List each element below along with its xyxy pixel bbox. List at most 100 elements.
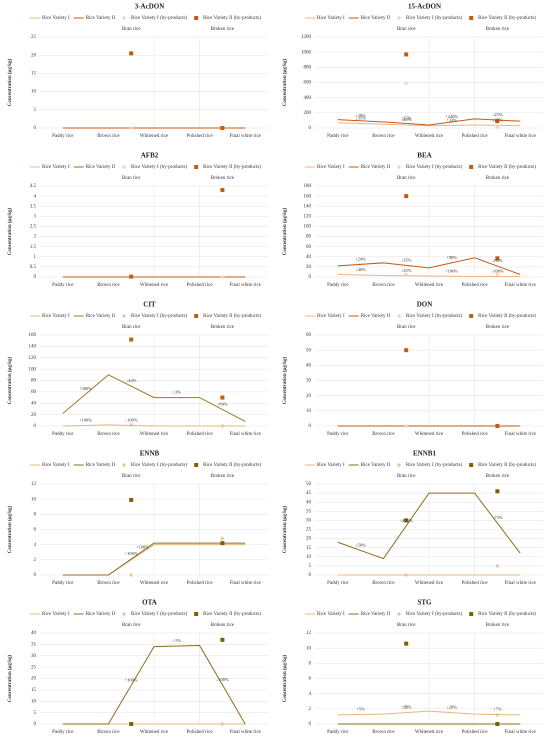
legend-label: Rice Variety I (by-products) [406,16,462,21]
annotation: ↑403% [400,518,413,523]
annotation: ↓35% [401,268,412,273]
byproduct-marker [220,536,225,541]
legend-label: Rice Variety II (by-products) [203,16,261,21]
chart-title: ENNB1 [413,450,436,458]
y-axis-label: Concentration (μg/kg) [8,58,13,106]
byproduct-marker [404,704,409,709]
byproduct-label: Bran rice [122,623,141,628]
y-tick-label: 20 [31,53,37,58]
x-tick-label: Polished rice [187,581,214,586]
legend-label: Rice Variety I [317,463,345,468]
series-line [337,710,521,716]
byproduct-marker [129,722,134,726]
chart-title: 15-AcDON [408,3,441,11]
annotation: ↓31% [355,115,366,120]
x-tick-label: Brown rice [97,134,120,139]
byproduct-marker [404,194,409,199]
byproduct-label: Bran rice [397,474,416,479]
x-tick-label: Brown rice [372,432,395,437]
y-tick-label: 35 [306,509,312,514]
y-tick-label: 40 [306,255,312,260]
annotation: ↓100% [125,417,138,422]
byproduct-label: Bran rice [122,27,141,32]
x-tick-label: Polished rice [187,283,214,288]
byproduct-marker [220,424,225,428]
annotation: ↓44% [126,378,137,383]
byproduct-marker [220,275,225,279]
x-tick-label: Paddy rice [52,134,74,139]
y-tick-label: 20 [31,413,37,418]
y-tick-label: 15 [31,72,37,77]
byproduct-marker [495,712,500,717]
y-tick-label: 10 [31,497,37,502]
x-tick-label: Final white rice [505,134,537,139]
legend-swatch [194,165,199,169]
y-axis-label: Concentration (μg/kg) [8,505,13,553]
byproduct-marker [495,272,500,277]
byproduct-label: Broken rice [486,27,510,32]
annotation: ↓3% [173,390,182,395]
byproduct-label: Broken rice [486,623,510,628]
y-axis-label: Concentration (μg/kg) [283,654,288,702]
legend-label: Rice Variety II (by-products) [203,165,261,170]
legend-label: Rice Variety I (by-products) [406,165,462,170]
annotation: ↓80% [492,258,503,263]
y-tick-label: 400 [304,96,312,101]
legend-swatch [397,16,402,20]
y-tick-label: 40 [306,363,312,368]
x-tick-label: Final white rice [230,730,262,735]
y-axis-label: Concentration (μg/kg) [283,505,288,553]
legend-label: Rice Variety II (by-products) [203,612,261,617]
x-tick-label: Final white rice [230,134,262,139]
series-line [62,645,246,725]
byproduct-marker [129,51,134,56]
y-tick-label: 0 [309,275,312,280]
y-tick-label: 30 [31,654,37,659]
chart-title: STG [417,599,432,607]
y-tick-label: 5 [34,711,37,716]
y-tick-label: 2 [34,558,37,563]
y-tick-label: 10 [31,90,37,95]
legend-label: Rice Variety II [361,165,391,170]
byproduct-marker [129,126,134,130]
legend-label: Rice Variety II [86,16,116,21]
y-tick-label: 600 [304,81,312,86]
byproduct-label: Bran rice [122,325,141,330]
x-tick-label: Polished rice [187,134,214,139]
legend-swatch [469,165,474,169]
y-tick-label: 50 [306,348,312,353]
y-tick-label: 0 [309,573,312,578]
x-tick-label: Final white rice [505,581,537,586]
series-line [337,273,521,277]
byproduct-label: Broken rice [211,325,235,330]
legend-label: Rice Variety II [361,16,391,21]
byproduct-marker [404,573,409,577]
y-tick-label: 160 [29,333,37,338]
x-tick-label: Brown rice [372,134,395,139]
y-tick-label: 12 [31,482,37,487]
legend-swatch [397,165,402,169]
legend-label: Rice Variety I [42,463,70,468]
y-tick-label: 140 [29,345,37,350]
series-line [337,257,521,275]
annotation: ↑98% [447,255,458,260]
byproduct-label: Broken rice [211,474,235,479]
byproduct-label: Bran rice [122,474,141,479]
annotation: ↑100% [125,551,138,556]
legend-label: Rice Variety I (by-products) [131,165,187,170]
y-tick-label: 1000 [301,50,312,55]
y-tick-label: 3 [34,214,37,219]
legend-label: Rice Variety II [86,165,116,170]
legend-label: Rice Variety I (by-products) [131,314,187,319]
legend-label: Rice Variety II [86,612,116,617]
legend-swatch [122,463,127,467]
legend-label: Rice Variety I (by-products) [406,314,462,319]
y-tick-label: 1.5 [30,245,37,250]
x-tick-label: Polished rice [462,283,489,288]
y-tick-label: 5 [309,564,312,569]
legend-label: Rice Variety II (by-products) [478,463,536,468]
y-tick-label: 200 [304,111,312,116]
y-tick-label: 40 [31,631,37,636]
x-tick-label: Final white rice [505,283,537,288]
legend-label: Rice Variety II (by-products) [478,165,536,170]
